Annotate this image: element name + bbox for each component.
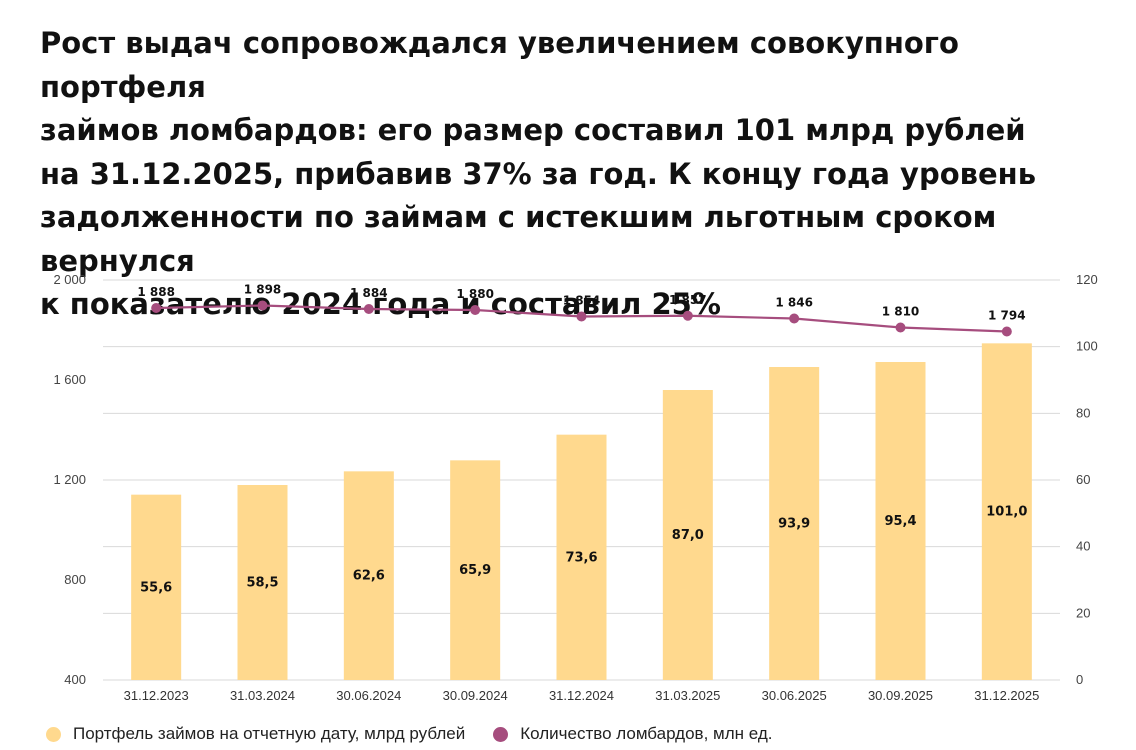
line-point	[789, 313, 800, 324]
right-axis-tick-label: 20	[1076, 605, 1090, 620]
x-axis-tick-label: 30.09.2025	[868, 688, 933, 703]
x-axis-tick-label: 31.12.2025	[974, 688, 1039, 703]
legend-swatch-bar	[46, 726, 61, 742]
line-point	[257, 300, 268, 311]
line-value-label: 1 854	[563, 294, 601, 308]
x-axis-tick-label: 31.12.2023	[124, 688, 189, 703]
line-value-label: 1 884	[350, 286, 388, 300]
x-axis-tick-label: 31.12.2024	[549, 688, 614, 703]
title-line-3: на 31.12.2025, прибавив 37% за год. К ко…	[40, 156, 1037, 191]
bar-series	[131, 343, 1032, 680]
x-axis-tick-label: 31.03.2024	[230, 688, 295, 703]
line-point	[470, 305, 481, 315]
right-axis-tick-label: 0	[1076, 672, 1083, 687]
left-axis-tick-label: 1 200	[53, 472, 86, 487]
chart-legend: Портфель займов на отчетную дату, млрд р…	[46, 724, 800, 744]
line-value-label: 1 846	[775, 296, 813, 310]
line-point	[1001, 326, 1012, 337]
left-axis: 400 800 1 200 1 600 2 000	[53, 272, 86, 687]
bar-value-label: 55,6	[140, 580, 172, 595]
bar	[662, 390, 713, 680]
line-point	[363, 304, 374, 314]
x-axis-tick-label: 31.03.2025	[655, 688, 720, 703]
left-axis-tick-label: 400	[64, 672, 86, 687]
bar-labels: 55,6 58,5 62,6 65,9 73,6 87,0 93,9 95,4 101,0	[140, 505, 1027, 596]
line-value-label: 1 898	[244, 283, 282, 297]
title-line-1: Рост выдач сопровождался увеличением сов…	[40, 26, 959, 104]
bar-value-label: 93,9	[778, 517, 810, 532]
line-value-label: 1 888	[137, 285, 175, 299]
bar-value-label: 87,0	[672, 528, 704, 543]
combo-chart: 400 800 1 200 1 600 2 000 0 20 40 60 80 100 120 55…	[53, 272, 1098, 703]
bar-value-label: 65,9	[459, 563, 491, 578]
legend-label-pawnshops: Количество ломбардов, млн ед.	[520, 724, 773, 743]
bar	[450, 460, 501, 680]
bar	[875, 362, 926, 680]
x-axis-tick-label: 30.06.2025	[762, 688, 827, 703]
line-value-label: 1 794	[988, 309, 1026, 323]
left-axis-tick-label: 800	[64, 572, 86, 587]
bar	[769, 367, 820, 680]
bar	[981, 343, 1032, 680]
right-axis-tick-label: 40	[1076, 539, 1090, 554]
legend-label-portfolio: Портфель займов на отчетную дату, млрд р…	[73, 724, 466, 743]
bar	[343, 471, 394, 680]
line-point	[151, 303, 162, 313]
x-axis-tick-label: 30.09.2024	[443, 688, 508, 703]
legend-item-pawnshops: Количество ломбардов, млн ед.	[493, 724, 772, 744]
right-axis-tick-label: 60	[1076, 472, 1090, 487]
right-axis: 0 20 40 60 80 100 120	[1076, 272, 1098, 687]
x-axis-tick-label: 30.06.2024	[336, 688, 401, 703]
bar	[131, 494, 182, 680]
bar-value-label: 58,5	[246, 576, 278, 591]
title-line-2: займов ломбардов: его размер составил 10…	[40, 113, 1026, 147]
left-axis-tick-label: 1 600	[53, 372, 86, 387]
line-value-label: 1 857	[669, 293, 707, 307]
bar-value-label: 73,6	[565, 550, 597, 565]
line-point	[895, 322, 906, 333]
right-axis-tick-label: 120	[1076, 272, 1098, 287]
legend-swatch-line	[493, 726, 509, 742]
line-value-label: 1 880	[456, 287, 494, 301]
chart-title: Рост выдач сопровождался увеличением сов…	[40, 22, 1120, 327]
line-labels: 1 888 1 898 1 884 1 880 1 854 1 857 1 846 1 810…	[137, 283, 1025, 323]
bar-value-label: 101,0	[986, 505, 1027, 520]
bar	[237, 485, 288, 680]
line-value-label: 1 810	[882, 305, 920, 319]
line-series	[151, 300, 1012, 337]
right-axis-tick-label: 100	[1076, 339, 1098, 354]
line-point	[576, 311, 587, 322]
right-axis-tick-label: 80	[1076, 405, 1090, 420]
legend-item-portfolio: Портфель займов на отчетную дату, млрд р…	[46, 724, 465, 744]
bar-value-label: 95,4	[884, 514, 916, 529]
bar-value-label: 62,6	[353, 569, 385, 584]
x-axis: 31.12.2023 31.03.2024 30.06.2024 30.09.2024…	[124, 688, 1040, 703]
bar	[556, 434, 607, 680]
title-line-4: задолженности по займам с истекшим льгот…	[40, 200, 997, 278]
line-point	[682, 310, 693, 321]
left-axis-tick-label: 2 000	[53, 272, 86, 287]
